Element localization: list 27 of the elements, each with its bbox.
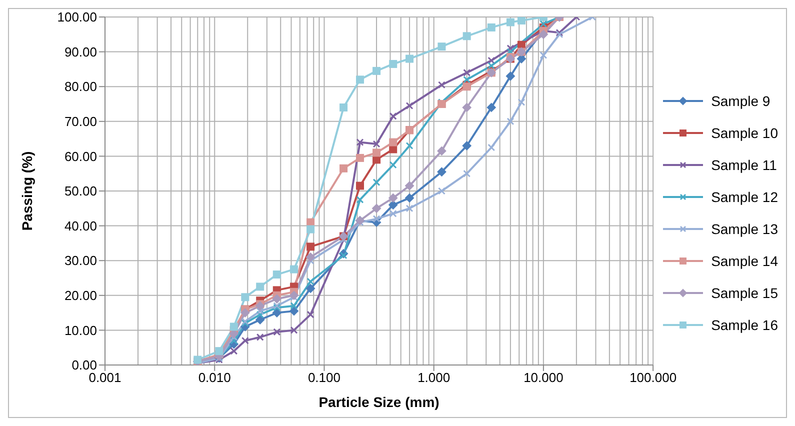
legend-label: Sample 16 [711,317,778,333]
legend-label: Sample 15 [711,285,778,301]
y-tick-label: 30.00 [64,253,97,268]
y-tick-label: 80.00 [64,79,97,94]
y-tick-label: 90.00 [64,44,97,60]
y-tick-label: 100.00 [57,10,97,25]
y-tick-label: 60.00 [64,148,97,164]
y-tick-label: 20.00 [64,288,97,304]
x-tick-label: 10.000 [524,370,564,386]
legend-label: Sample 14 [711,253,778,269]
x-tick-label: 100.000 [630,370,677,386]
legend-label: Sample 12 [711,189,778,205]
legend-label: Sample 11 [711,157,777,173]
y-tick-label: 50.00 [64,184,97,199]
y-tick-label: 10.00 [64,322,97,338]
y-axis-title: Passing (%) [18,151,35,231]
x-tick-label: 0.001 [88,370,122,386]
x-tick-label: 0.100 [308,370,340,386]
x-tick-label: 1.000 [418,370,450,386]
legend-label: Sample 9 [711,93,770,109]
legend-label: Sample 13 [711,221,778,237]
y-tick-label: 40.00 [64,218,97,234]
y-tick-label: 70.00 [64,114,97,130]
x-axis-title: Particle Size (mm) [318,394,440,410]
legend-label: Sample 10 [711,125,778,141]
x-tick-label: 0.010 [198,370,231,386]
y-tick-label: 0.00 [72,358,97,373]
